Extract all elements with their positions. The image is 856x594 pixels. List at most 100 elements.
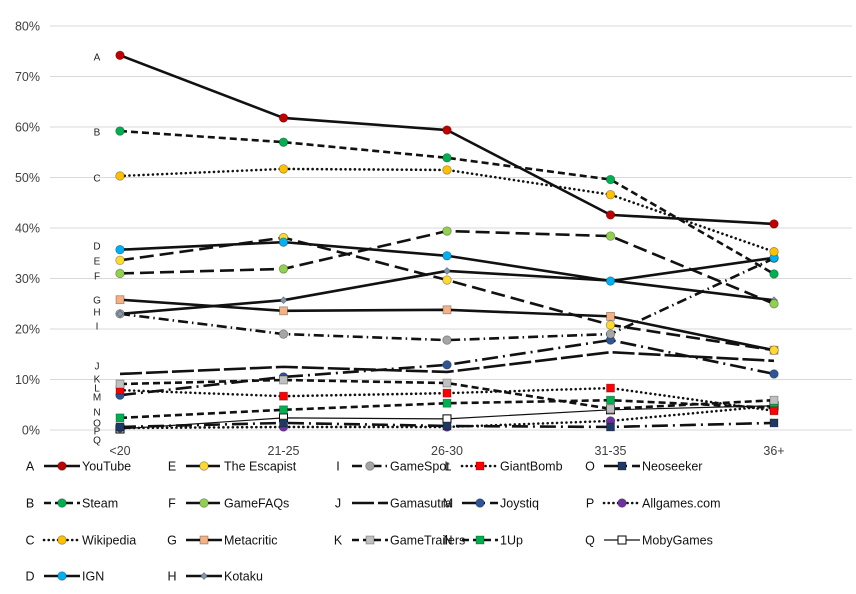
legend-label: Steam bbox=[82, 497, 118, 511]
legend-letter: B bbox=[26, 497, 34, 511]
legend-entry-metacritic: G Metacritic bbox=[167, 534, 277, 548]
series-line-ign bbox=[119, 240, 775, 283]
data-point-metacritic bbox=[606, 311, 615, 321]
legend-letter: C bbox=[25, 534, 34, 548]
data-point-gamefaqs bbox=[769, 299, 779, 309]
legend-entry-the-escapist: E The Escapist bbox=[168, 460, 297, 474]
series-letter-label: O bbox=[93, 419, 101, 430]
data-point-gamefaqs bbox=[278, 264, 289, 274]
legend-marker bbox=[617, 498, 627, 508]
legend-entry-gametrailers: K GameTrailers bbox=[334, 534, 465, 548]
legend-label: Wikipedia bbox=[82, 534, 136, 548]
series-letter-label: N bbox=[93, 408, 100, 419]
y-tick-label: 60% bbox=[15, 121, 40, 135]
legend-label: YouTube bbox=[82, 460, 131, 474]
series-letter-label: D bbox=[93, 242, 100, 253]
series-letter-label: K bbox=[94, 375, 101, 386]
legend-entry-joystiq: M Joystiq bbox=[443, 497, 539, 511]
y-tick-label: 40% bbox=[15, 222, 40, 236]
series-line-steam bbox=[119, 129, 775, 276]
data-point-ign bbox=[115, 245, 125, 255]
legend-letter: K bbox=[334, 534, 343, 548]
series-line-giantbomb bbox=[118, 386, 776, 413]
legend-label: Gamasutra bbox=[390, 497, 452, 511]
legend-label: Joystiq bbox=[500, 497, 539, 511]
data-point-youtube bbox=[278, 113, 289, 123]
data-point-joystiq bbox=[442, 360, 452, 370]
legend-entry-neoseeker: O Neoseeker bbox=[585, 460, 702, 474]
legend-marker bbox=[199, 535, 209, 545]
y-tick-label: 50% bbox=[15, 171, 40, 185]
data-point-neoseeker bbox=[769, 418, 779, 428]
data-point-gametrailers bbox=[115, 379, 125, 389]
legend-entry-wikipedia: C Wikipedia bbox=[25, 534, 136, 548]
data-point-gamefaqs bbox=[605, 231, 616, 241]
series-letter-label: Q bbox=[93, 436, 101, 447]
data-point-youtube bbox=[115, 50, 125, 60]
x-tick-label: 31-35 bbox=[595, 444, 627, 458]
legend-letter: E bbox=[168, 460, 176, 474]
data-point-gametrailers bbox=[769, 395, 779, 405]
legend-marker bbox=[57, 571, 67, 581]
legend-entry-ign: D IGN bbox=[25, 570, 104, 584]
data-point-kotaku bbox=[116, 309, 124, 318]
legend: A YouTube B Steam C Wikipedia D IGN E The Escapis… bbox=[25, 460, 720, 584]
series-letter-label: L bbox=[94, 384, 100, 395]
data-point-youtube bbox=[769, 219, 779, 229]
legend-label: IGN bbox=[82, 570, 104, 584]
series-line-youtube bbox=[119, 54, 775, 226]
y-tick-label: 10% bbox=[15, 373, 40, 387]
data-point-1up bbox=[606, 395, 615, 405]
legend-marker bbox=[617, 535, 627, 545]
legend-marker bbox=[200, 572, 208, 580]
legend-label: Kotaku bbox=[224, 570, 263, 584]
series-letter-label: M bbox=[93, 393, 101, 404]
legend-letter: Q bbox=[585, 534, 595, 548]
data-point-gamespot bbox=[442, 335, 452, 345]
series-line-allgames-com bbox=[118, 404, 776, 430]
data-point-wikipedia bbox=[605, 189, 616, 200]
data-point-steam bbox=[115, 126, 125, 136]
data-point-the-escapist bbox=[605, 320, 616, 330]
data-point-neoseeker bbox=[606, 422, 615, 432]
legend-letter: O bbox=[585, 460, 595, 474]
data-point-youtube bbox=[442, 125, 452, 135]
data-point-metacritic bbox=[115, 295, 125, 305]
data-point-ign bbox=[605, 276, 616, 286]
legend-entry-allgames-com: P Allgames.com bbox=[586, 497, 721, 511]
legend-letter: P bbox=[586, 497, 594, 511]
data-point-steam bbox=[605, 174, 616, 185]
data-point-the-escapist bbox=[115, 255, 125, 266]
series-letter-label: H bbox=[93, 308, 100, 319]
series-letter-label: C bbox=[93, 174, 100, 185]
legend-letter: A bbox=[26, 460, 35, 474]
legend-entry-gamefaqs: F GameFAQs bbox=[168, 497, 289, 511]
x-tick-label: 26-30 bbox=[431, 444, 463, 458]
legend-letter: G bbox=[167, 534, 177, 548]
x-tick-label: <20 bbox=[109, 444, 130, 458]
data-point-ign bbox=[442, 251, 452, 261]
data-point-1up bbox=[279, 405, 288, 415]
x-tick-label: 36+ bbox=[763, 444, 784, 458]
data-point-gametrailers bbox=[442, 378, 452, 388]
data-point-giantbomb bbox=[606, 383, 615, 393]
legend-letter: F bbox=[168, 497, 176, 511]
data-point-the-escapist bbox=[442, 275, 452, 285]
data-point-gametrailers bbox=[279, 375, 288, 385]
legend-letter: H bbox=[167, 570, 176, 584]
series-markers bbox=[115, 50, 779, 434]
legend-label: Metacritic bbox=[224, 534, 277, 548]
gridlines bbox=[50, 25, 852, 431]
legend-entry-1up: N 1Up bbox=[443, 534, 522, 548]
legend-entry-mobygames: Q MobyGames bbox=[585, 534, 713, 548]
y-tick-label: 70% bbox=[15, 70, 40, 84]
data-point-gametrailers bbox=[606, 404, 615, 414]
legend-label: GameSpot bbox=[390, 460, 450, 474]
y-tick-label: 80% bbox=[15, 20, 40, 34]
legend-letter: L bbox=[445, 460, 452, 474]
data-point-kotaku bbox=[279, 296, 288, 305]
data-point-wikipedia bbox=[278, 164, 289, 174]
legend-entry-youtube: A YouTube bbox=[26, 460, 131, 474]
